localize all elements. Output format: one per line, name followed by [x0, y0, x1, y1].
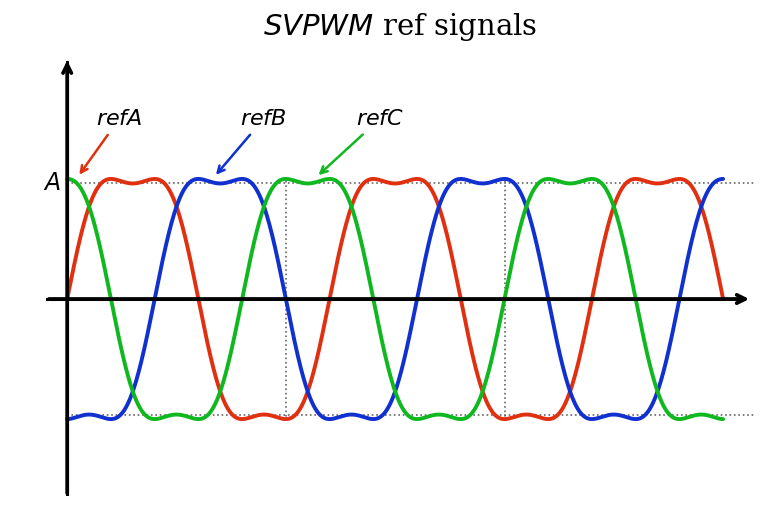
Text: $\it{refC}$: $\it{refC}$ — [320, 108, 404, 173]
Text: A: A — [45, 171, 61, 195]
Text: $\it{refA}$: $\it{refA}$ — [81, 108, 142, 172]
Text: $\it{refB}$: $\it{refB}$ — [218, 108, 287, 173]
Text: $\it{SVPWM}$ ref signals: $\it{SVPWM}$ ref signals — [263, 11, 537, 43]
